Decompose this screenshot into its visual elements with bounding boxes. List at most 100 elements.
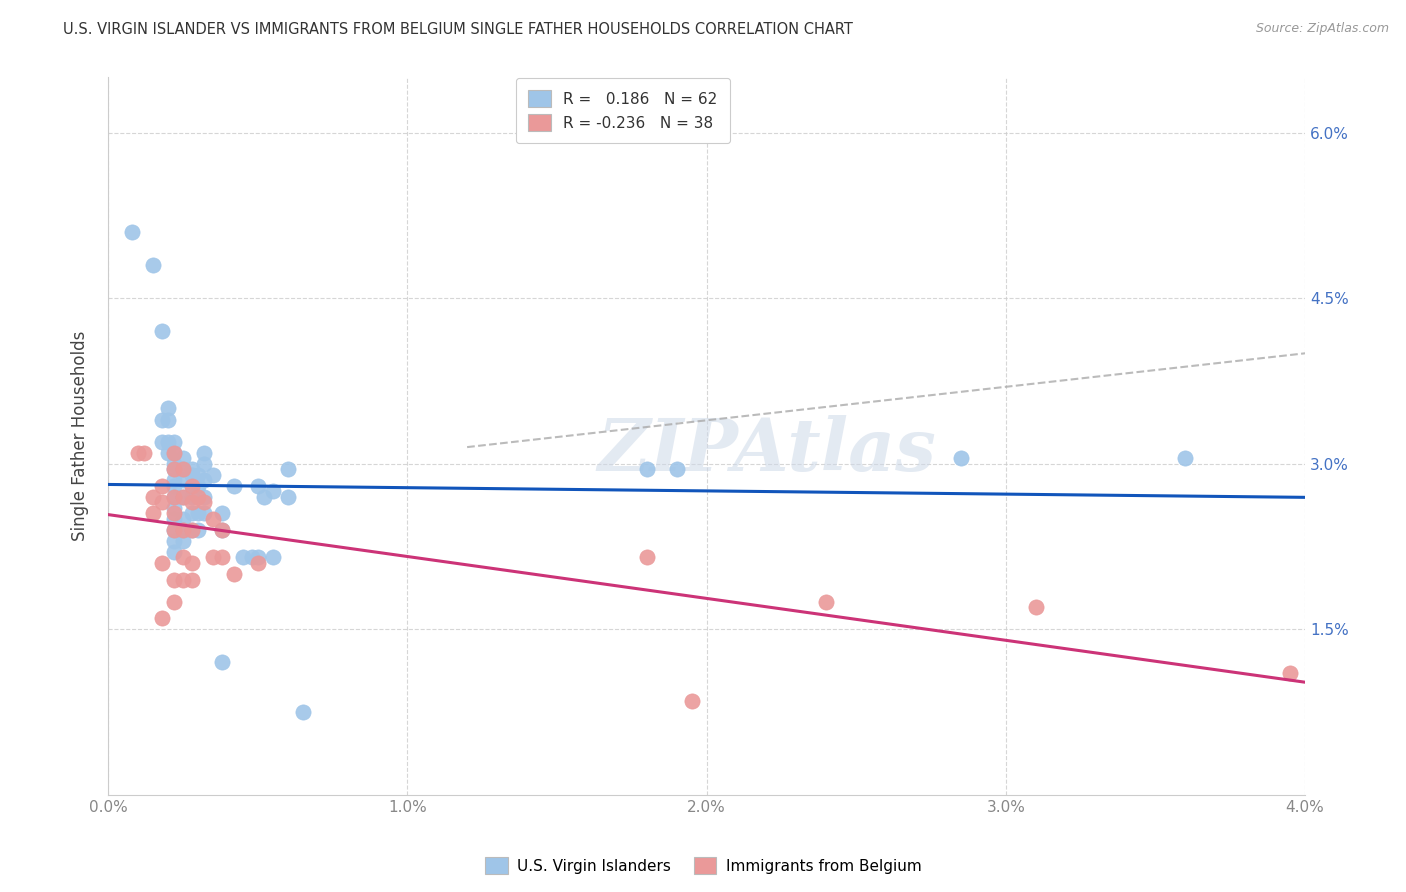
Point	[187, 479, 209, 493]
Legend: R =   0.186   N = 62, R = -0.236   N = 38: R = 0.186 N = 62, R = -0.236 N = 38	[516, 78, 730, 144]
Point	[172, 462, 194, 476]
Point	[163, 445, 186, 459]
Point	[222, 567, 245, 582]
Text: Source: ZipAtlas.com: Source: ZipAtlas.com	[1256, 22, 1389, 36]
Point	[949, 451, 972, 466]
Point	[156, 412, 179, 426]
Point	[277, 462, 299, 476]
Point	[172, 512, 194, 526]
Point	[252, 490, 274, 504]
Point	[815, 594, 838, 608]
Point	[222, 479, 245, 493]
Point	[180, 467, 202, 482]
Point	[211, 655, 233, 669]
Point	[172, 490, 194, 504]
Point	[193, 495, 215, 509]
Point	[163, 500, 186, 515]
Point	[262, 550, 284, 565]
Point	[665, 462, 688, 476]
Point	[201, 512, 224, 526]
Text: ZIPAtlas: ZIPAtlas	[598, 415, 936, 486]
Point	[193, 445, 215, 459]
Point	[180, 573, 202, 587]
Point	[163, 462, 186, 476]
Point	[172, 573, 194, 587]
Point	[172, 523, 194, 537]
Point	[681, 694, 703, 708]
Point	[156, 434, 179, 449]
Legend: U.S. Virgin Islanders, Immigrants from Belgium: U.S. Virgin Islanders, Immigrants from B…	[478, 851, 928, 880]
Point	[163, 445, 186, 459]
Point	[172, 462, 194, 476]
Point	[150, 434, 173, 449]
Point	[121, 225, 143, 239]
Point	[163, 490, 186, 504]
Y-axis label: Single Father Households: Single Father Households	[72, 331, 89, 541]
Point	[211, 523, 233, 537]
Point	[163, 523, 186, 537]
Point	[1025, 600, 1047, 615]
Point	[246, 550, 269, 565]
Point	[211, 550, 233, 565]
Point	[180, 490, 202, 504]
Point	[180, 523, 202, 537]
Point	[262, 484, 284, 499]
Point	[172, 473, 194, 487]
Point	[180, 523, 202, 537]
Point	[163, 490, 186, 504]
Point	[156, 401, 179, 416]
Point	[150, 611, 173, 625]
Point	[232, 550, 254, 565]
Point	[193, 490, 215, 504]
Point	[163, 462, 186, 476]
Point	[180, 479, 202, 493]
Point	[150, 495, 173, 509]
Point	[142, 506, 165, 520]
Point	[246, 479, 269, 493]
Point	[193, 457, 215, 471]
Point	[150, 412, 173, 426]
Point	[1279, 666, 1302, 681]
Point	[163, 545, 186, 559]
Point	[156, 445, 179, 459]
Point	[132, 445, 155, 459]
Point	[163, 573, 186, 587]
Point	[1174, 451, 1197, 466]
Point	[163, 457, 186, 471]
Point	[163, 594, 186, 608]
Point	[193, 506, 215, 520]
Point	[163, 473, 186, 487]
Point	[193, 473, 215, 487]
Point	[163, 479, 186, 493]
Point	[163, 523, 186, 537]
Point	[172, 533, 194, 548]
Point	[163, 506, 186, 520]
Point	[180, 495, 202, 509]
Text: U.S. VIRGIN ISLANDER VS IMMIGRANTS FROM BELGIUM SINGLE FATHER HOUSEHOLDS CORRELA: U.S. VIRGIN ISLANDER VS IMMIGRANTS FROM …	[63, 22, 853, 37]
Point	[277, 490, 299, 504]
Point	[150, 479, 173, 493]
Point	[180, 506, 202, 520]
Point	[172, 490, 194, 504]
Point	[180, 462, 202, 476]
Point	[142, 258, 165, 272]
Point	[211, 506, 233, 520]
Point	[246, 556, 269, 570]
Point	[201, 550, 224, 565]
Point	[187, 523, 209, 537]
Point	[240, 550, 263, 565]
Point	[187, 506, 209, 520]
Point	[172, 451, 194, 466]
Point	[187, 467, 209, 482]
Point	[636, 550, 658, 565]
Point	[172, 523, 194, 537]
Point	[180, 479, 202, 493]
Point	[187, 490, 209, 504]
Point	[211, 523, 233, 537]
Point	[201, 467, 224, 482]
Point	[127, 445, 149, 459]
Point	[142, 490, 165, 504]
Point	[636, 462, 658, 476]
Point	[163, 533, 186, 548]
Point	[150, 556, 173, 570]
